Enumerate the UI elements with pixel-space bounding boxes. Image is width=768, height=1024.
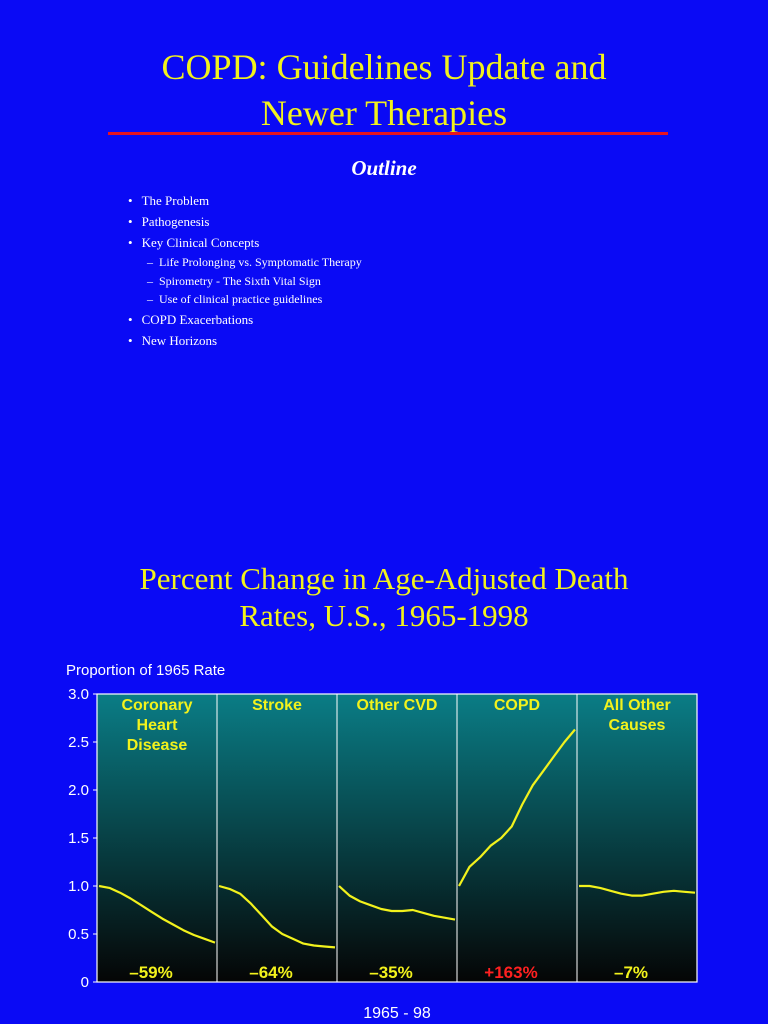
slide-title-line2: Newer Therapies [260, 93, 508, 133]
panel-label: Other CVD [357, 697, 438, 714]
outline-subitem: Life Prolonging vs. Symptomatic Therapy [128, 253, 362, 272]
panel-label: Coronary Heart Disease [121, 697, 192, 754]
chart-title: Percent Change in Age-Adjusted Death Rat… [0, 560, 768, 634]
y-tick-label: 0 [81, 974, 89, 991]
panel-label-line: Disease [127, 737, 188, 754]
y-tick-label: 2.0 [68, 782, 89, 799]
y-tick-label: 1.0 [68, 878, 89, 895]
panel-label: COPD [494, 697, 540, 714]
panel-label-line: Heart [137, 717, 179, 734]
title-underline [108, 132, 668, 135]
death-rate-chart: Proportion of 1965 Rate Coronary Heart Dis… [66, 662, 698, 1022]
panel-label: All Other Causes [603, 697, 671, 734]
plot-area: Coronary Heart Disease –59% Stroke –64% Other … [68, 686, 698, 991]
panel-label-line: Coronary [121, 697, 192, 714]
series-line [218, 884, 336, 949]
panel-background [457, 694, 577, 982]
y-tick-label: 2.5 [68, 734, 89, 751]
outline-item: Key Clinical Concepts [128, 232, 362, 253]
outline-subitem: Spirometry - The Sixth Vital Sign [128, 272, 362, 291]
change-label: –7% [614, 963, 648, 982]
outline-heading: Outline [351, 156, 417, 180]
panel-label-line: Causes [609, 717, 666, 734]
panel-label-line: Other CVD [357, 697, 438, 714]
panel-background [97, 694, 217, 982]
outline-item: Pathogenesis [128, 211, 362, 232]
panel-background [217, 694, 337, 982]
change-label: –64% [249, 963, 292, 982]
change-label: +163% [484, 963, 537, 982]
panel-label-line: All Other [603, 697, 671, 714]
outline-item: The Problem [128, 190, 362, 211]
outline-item: COPD Exacerbations [128, 309, 362, 330]
change-label: –59% [129, 963, 172, 982]
outline-subitem: Use of clinical practice guidelines [128, 290, 362, 309]
outline-list: The ProblemPathogenesisKey Clinical Conc… [128, 190, 362, 351]
outline-item: New Horizons [128, 330, 362, 351]
chart-title-line2: Rates, U.S., 1965-1998 [239, 598, 529, 633]
panel-background [577, 694, 697, 982]
panel-label: Stroke [252, 697, 302, 714]
series-line [338, 885, 456, 921]
y-axis-label: Proportion of 1965 Rate [66, 662, 225, 679]
y-tick-label: 3.0 [68, 686, 89, 703]
series-line [98, 884, 216, 944]
y-tick-label: 1.5 [68, 830, 89, 847]
chart-title-line1: Percent Change in Age-Adjusted Death [139, 561, 629, 596]
series-line [579, 884, 696, 897]
panel-background [337, 694, 457, 982]
series-line [458, 728, 576, 887]
change-label: –35% [369, 963, 412, 982]
y-tick-label: 0.5 [68, 926, 89, 943]
x-axis-label: 1965 - 98 [363, 1005, 431, 1022]
slide-title: COPD: Guidelines Update and Newer Therap… [0, 44, 768, 136]
panel-label-line: COPD [494, 697, 540, 714]
panel-label-line: Stroke [252, 697, 302, 714]
slide-title-line1: COPD: Guidelines Update and [161, 47, 607, 87]
